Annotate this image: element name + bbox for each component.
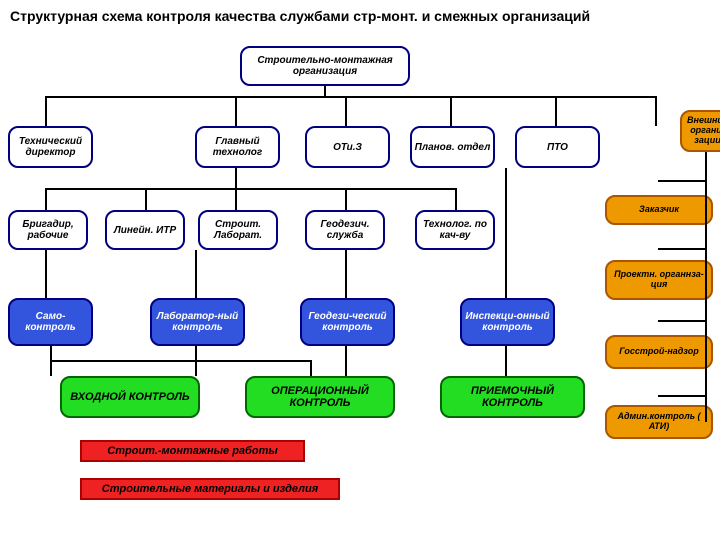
node-operational-control: ОПЕРАЦИОННЫЙ КОНТРОЛЬ (245, 376, 395, 418)
node-lab: Строит. Лаборат. (198, 210, 278, 250)
node-zakazchik: Заказчик (605, 195, 713, 225)
node-project-org: Проектн. органнза-ция (605, 260, 713, 300)
node-input-control: ВХОДНОЙ КОНТРОЛЬ (60, 376, 200, 418)
node-external-orgs: Внешние органи-зации (680, 110, 720, 152)
node-geodez: Геодезич. служба (305, 210, 385, 250)
node-itr: Линейн. ИТР (105, 210, 185, 250)
node-construction-works: Строит.-монтажные работы (80, 440, 305, 462)
node-plan-dept: Планов. отдел (410, 126, 495, 168)
node-top-org: Строительно-монтажная организация (240, 46, 410, 86)
node-self-control: Само-контроль (8, 298, 93, 346)
node-materials: Строительные материалы и изделия (80, 478, 340, 500)
node-tech-director: Технический директор (8, 126, 93, 168)
node-pto: ПТО (515, 126, 600, 168)
node-geodez-control: Геодези-ческий контроль (300, 298, 395, 346)
diagram-title: Структурная схема контроля качества служ… (10, 8, 710, 24)
node-lab-control: Лаборатор-ный контроль (150, 298, 245, 346)
node-gosstroy: Госстрой-надзор (605, 335, 713, 369)
node-otiz: ОТи.З (305, 126, 390, 168)
node-inspection-control: Инспекци-онный контроль (460, 298, 555, 346)
node-brigadir: Бригадир, рабочие (8, 210, 88, 250)
node-chief-tech: Главный технолог (195, 126, 280, 168)
node-admin-control: Админ.контроль ( АТИ) (605, 405, 713, 439)
node-acceptance-control: ПРИЕМОЧНЫЙ КОНТРОЛЬ (440, 376, 585, 418)
node-technolog-quality: Технолог. по кач-ву (415, 210, 495, 250)
